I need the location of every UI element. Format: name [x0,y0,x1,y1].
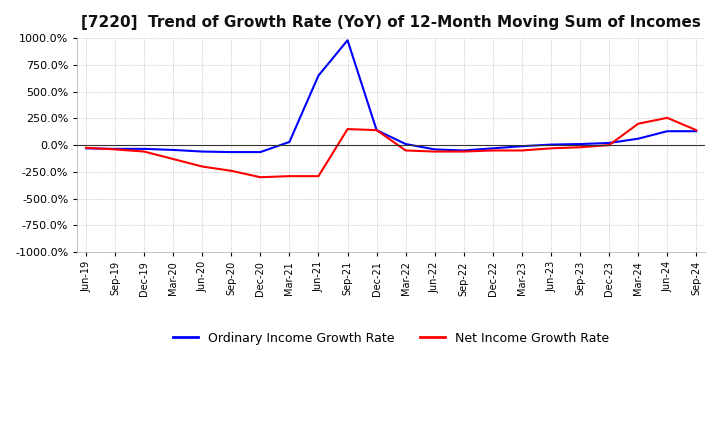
Ordinary Income Growth Rate [198,149,207,154]
Title: [7220]  Trend of Growth Rate (YoY) of 12-Month Moving Sum of Incomes: [7220] Trend of Growth Rate (YoY) of 12-… [81,15,701,30]
Ordinary Income Growth Rate [111,146,120,151]
Net Income Growth Rate [314,173,323,179]
Ordinary Income Growth Rate [81,146,90,151]
Net Income Growth Rate [692,128,701,133]
Net Income Growth Rate [111,147,120,152]
Net Income Growth Rate [198,164,207,169]
Ordinary Income Growth Rate [285,139,294,145]
Line: Net Income Growth Rate: Net Income Growth Rate [86,118,696,177]
Net Income Growth Rate [227,168,235,173]
Ordinary Income Growth Rate [372,128,381,133]
Net Income Growth Rate [459,149,468,154]
Net Income Growth Rate [663,115,672,121]
Net Income Growth Rate [256,175,265,180]
Ordinary Income Growth Rate [518,143,526,149]
Net Income Growth Rate [169,156,178,161]
Net Income Growth Rate [605,143,613,148]
Ordinary Income Growth Rate [489,146,498,151]
Ordinary Income Growth Rate [431,147,439,152]
Ordinary Income Growth Rate [401,141,410,147]
Net Income Growth Rate [140,149,148,154]
Ordinary Income Growth Rate [605,140,613,146]
Net Income Growth Rate [546,146,555,151]
Net Income Growth Rate [81,145,90,150]
Net Income Growth Rate [401,148,410,153]
Ordinary Income Growth Rate [546,142,555,147]
Net Income Growth Rate [489,148,498,153]
Ordinary Income Growth Rate [314,73,323,78]
Net Income Growth Rate [372,128,381,133]
Net Income Growth Rate [431,149,439,154]
Ordinary Income Growth Rate [692,128,701,134]
Ordinary Income Growth Rate [343,37,352,43]
Ordinary Income Growth Rate [663,128,672,134]
Ordinary Income Growth Rate [634,136,642,141]
Ordinary Income Growth Rate [576,141,585,147]
Ordinary Income Growth Rate [256,150,265,155]
Legend: Ordinary Income Growth Rate, Net Income Growth Rate: Ordinary Income Growth Rate, Net Income … [168,327,614,350]
Ordinary Income Growth Rate [227,150,235,155]
Ordinary Income Growth Rate [169,147,178,153]
Net Income Growth Rate [518,148,526,153]
Net Income Growth Rate [285,173,294,179]
Line: Ordinary Income Growth Rate: Ordinary Income Growth Rate [86,40,696,152]
Net Income Growth Rate [343,126,352,132]
Ordinary Income Growth Rate [459,148,468,153]
Net Income Growth Rate [576,145,585,150]
Ordinary Income Growth Rate [140,146,148,151]
Net Income Growth Rate [634,121,642,126]
